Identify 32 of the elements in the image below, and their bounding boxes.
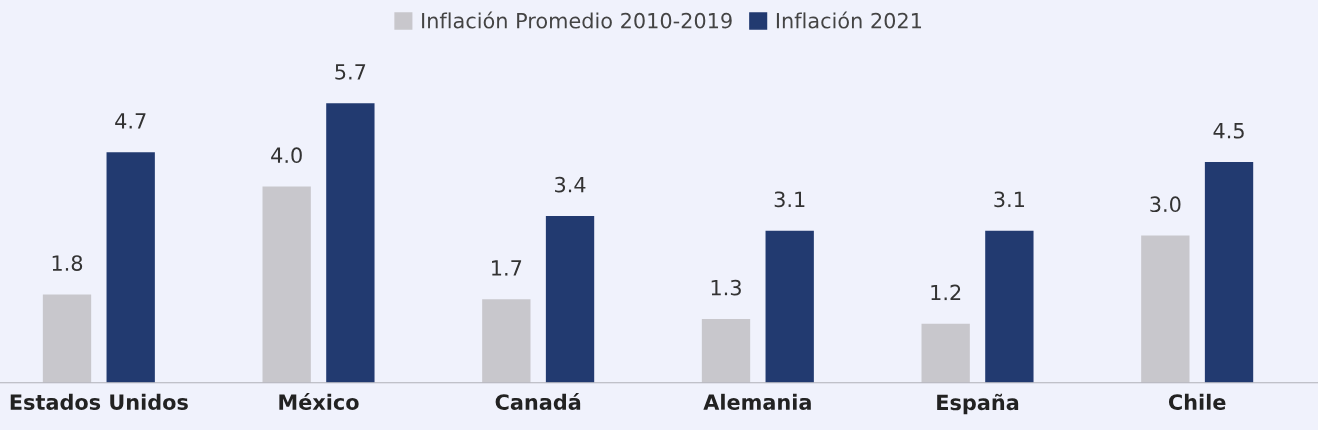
data-label: 1.3: [711, 279, 741, 296]
bar: [545, 215, 595, 383]
x-tick-label: Estados Unidos: [10, 393, 188, 410]
data-label: 1.8: [52, 255, 83, 271]
data-label: 4.0: [271, 147, 302, 164]
data-label: 1.2: [931, 284, 961, 301]
bar: [765, 230, 814, 383]
data-label: 4.5: [1213, 123, 1244, 139]
bar: [262, 186, 311, 383]
x-tick-label: Canadá: [495, 392, 581, 410]
legend-label: Inflación 2021: [776, 11, 922, 29]
data-label: 5.7: [335, 64, 366, 80]
x-tick-label: España: [937, 393, 1019, 415]
bar: [921, 323, 970, 383]
bar: [326, 103, 375, 383]
x-tick-label: México: [279, 392, 359, 410]
data-label: 4.7: [115, 113, 146, 129]
data-label: 3.4: [555, 176, 586, 193]
bar: [701, 318, 751, 383]
data-label: 1.7: [492, 260, 522, 276]
bar: [42, 294, 92, 383]
bar: [985, 230, 1034, 383]
data-label: 3.1: [994, 191, 1025, 208]
data-label: 3.1: [774, 191, 805, 208]
data-label: 3.0: [1150, 196, 1181, 213]
x-tick-label: Chile: [1168, 393, 1226, 410]
bar: [106, 152, 155, 383]
legend-label: Inflación Promedio 2010-2019: [422, 11, 732, 29]
bar: [482, 299, 531, 383]
bar: [1204, 162, 1254, 383]
bar: [1141, 235, 1190, 383]
x-tick-label: Alemania: [703, 393, 811, 410]
